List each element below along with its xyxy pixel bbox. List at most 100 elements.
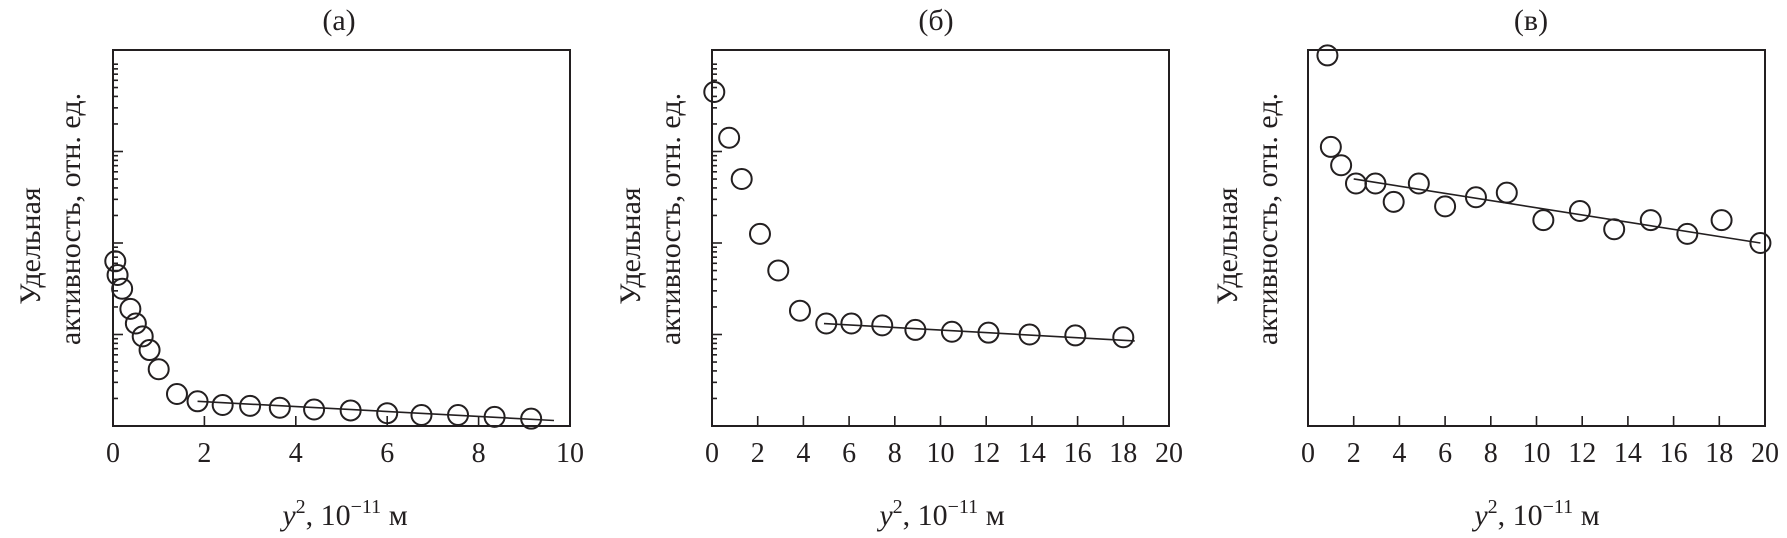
data-point (165, 382, 188, 405)
x-tick-label: 4 (796, 438, 810, 469)
data-point (1495, 181, 1518, 204)
panel-label: (а) (322, 4, 355, 37)
data-points (1316, 44, 1772, 254)
data-point (1749, 232, 1772, 254)
data-point (730, 167, 753, 190)
data-point (1064, 324, 1087, 347)
x-tick-label: 4 (289, 438, 303, 469)
x-tick-label: 8 (888, 438, 902, 469)
data-point (119, 297, 142, 320)
x-tick-group (711, 416, 1170, 426)
x-tick-label: 20 (1751, 438, 1779, 469)
x-tick-label: 0 (106, 438, 120, 469)
data-point (1568, 199, 1591, 222)
x-axis-label-variable: y (876, 499, 893, 532)
plot-frame (112, 49, 571, 427)
data-point (138, 339, 161, 362)
data-point (748, 222, 771, 245)
data-point (703, 81, 726, 104)
data-point (1364, 172, 1387, 195)
x-tick-label: 2 (751, 438, 765, 469)
y-axis-label-line2: активность, отн. ед. (1251, 93, 1284, 345)
x-tick-label: 14 (1614, 438, 1642, 469)
y-axis-label-line1: Удельная (14, 187, 47, 305)
x-tick-label-group: 0 2 4 6 8 10 12 14 16 18 20 (1301, 438, 1779, 469)
x-tick-group (112, 416, 571, 426)
x-axis-label-unit: м (978, 499, 1005, 532)
x-axis-label-scale: , 10 (903, 499, 948, 532)
data-point (483, 405, 506, 428)
data-point (410, 404, 433, 427)
data-point (520, 407, 543, 430)
x-tick-label: 2 (1347, 438, 1361, 469)
data-point (447, 404, 470, 427)
fit-line (197, 400, 555, 422)
panel-label: (в) (1514, 4, 1548, 37)
data-point (1676, 222, 1699, 245)
data-point (1316, 44, 1339, 67)
x-axis-label: y2, 10−11 м (1471, 496, 1599, 532)
x-axis-label-exponent: −11 (948, 496, 979, 518)
data-point (788, 299, 811, 322)
data-point (1603, 218, 1626, 241)
x-tick-label: 16 (1660, 438, 1688, 469)
x-tick-label: 8 (1484, 438, 1498, 469)
x-axis-label: y2, 10−11 м (876, 496, 1004, 532)
x-tick-label: 16 (1064, 438, 1092, 469)
data-point (111, 277, 134, 300)
data-point (104, 250, 127, 273)
plot-frame (711, 49, 1170, 427)
data-point (1407, 172, 1430, 195)
y-axis-label-line1: Удельная (1211, 187, 1244, 305)
data-point (1112, 326, 1135, 349)
data-points (703, 81, 1135, 349)
data-point (767, 259, 790, 282)
data-point (106, 264, 129, 287)
data-point (871, 314, 894, 337)
data-point (376, 402, 399, 425)
x-axis-label-unit: м (1573, 499, 1600, 532)
x-axis-label-exponent: −11 (351, 496, 382, 518)
x-tick-label: 0 (705, 438, 719, 469)
x-axis-label-superscript: 2 (296, 496, 306, 518)
data-point (1344, 172, 1367, 195)
x-tick-label: 20 (1155, 438, 1183, 469)
y-tick-group (113, 63, 123, 427)
data-point (815, 312, 838, 335)
x-axis-label-variable: y (279, 499, 296, 532)
data-point (147, 358, 170, 381)
x-axis-label-scale: , 10 (1498, 499, 1543, 532)
data-points (104, 250, 543, 430)
x-axis-label: y2, 10−11 м (279, 496, 407, 532)
data-point (977, 321, 1000, 344)
y-axis-label-line2: активность, отн. ед. (654, 93, 687, 345)
x-tick-label: 10 (556, 438, 584, 469)
data-point (940, 320, 963, 343)
data-point (718, 126, 741, 149)
x-tick-label: 8 (472, 438, 486, 469)
data-point (1639, 209, 1662, 232)
x-axis-label-superscript: 2 (1488, 496, 1498, 518)
x-tick-label: 6 (1438, 438, 1452, 469)
x-tick-label: 6 (842, 438, 856, 469)
data-point (1464, 186, 1487, 209)
data-point (339, 399, 362, 422)
y-axis-label-line2: активность, отн. ед. (54, 93, 87, 345)
data-point (186, 390, 209, 413)
chart-panel-a: (а) Удельная активность, отн. ед. 0 2 4 6 8 1… (14, 4, 584, 532)
data-point (1382, 190, 1405, 213)
data-point (1018, 323, 1041, 346)
x-tick-label: 0 (1301, 438, 1315, 469)
x-tick-label: 10 (927, 438, 955, 469)
x-tick-label: 2 (197, 438, 211, 469)
data-point (211, 393, 234, 416)
data-point (303, 398, 326, 421)
data-point (239, 394, 262, 417)
x-tick-label: 14 (1018, 438, 1046, 469)
data-point (124, 312, 147, 335)
x-axis-label-unit: м (381, 499, 408, 532)
x-tick-label: 18 (1109, 438, 1137, 469)
